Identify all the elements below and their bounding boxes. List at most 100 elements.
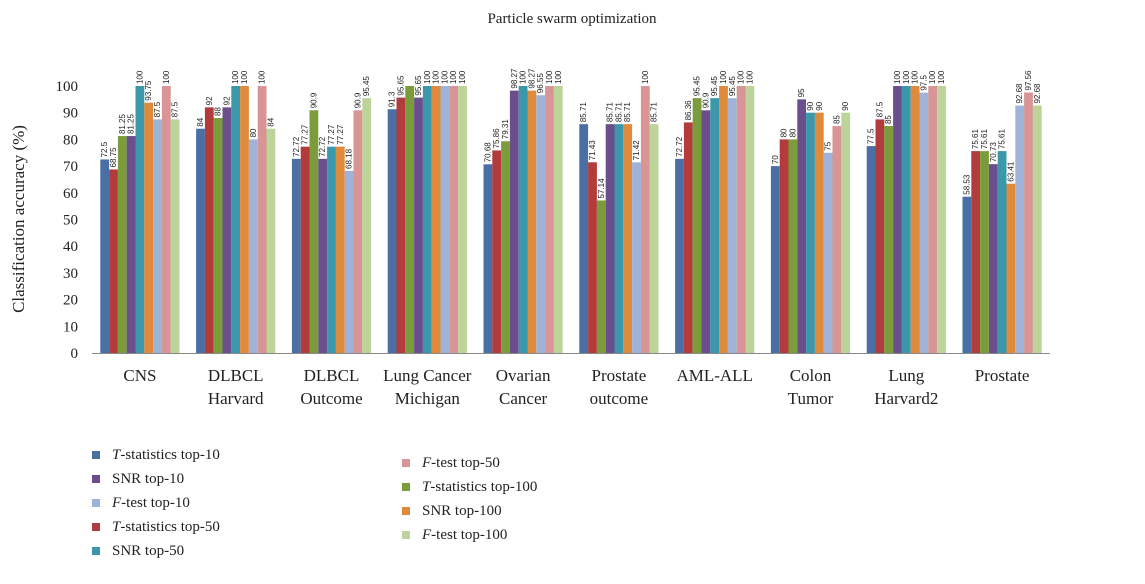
data-label: 100 bbox=[554, 70, 563, 84]
bar bbox=[204, 107, 214, 353]
bar bbox=[928, 86, 938, 353]
data-label: 95.45 bbox=[362, 76, 371, 97]
data-label: 77.27 bbox=[336, 124, 345, 145]
bar bbox=[518, 86, 528, 353]
data-label: 77.5 bbox=[867, 128, 876, 144]
bar bbox=[1032, 105, 1042, 353]
x-tick-label: Harvard2 bbox=[874, 389, 938, 408]
bar bbox=[683, 122, 693, 353]
data-label: 85.71 bbox=[606, 102, 615, 123]
y-tick-label: 10 bbox=[63, 319, 78, 335]
data-label: 81.25 bbox=[118, 113, 127, 134]
data-label: 95.65 bbox=[396, 75, 405, 96]
bar bbox=[910, 86, 920, 353]
y-tick-label: 20 bbox=[63, 293, 78, 309]
legend-item: T-statistics top-100 bbox=[402, 476, 537, 498]
bar bbox=[962, 196, 972, 353]
bar bbox=[745, 86, 755, 353]
y-tick-label: 90 bbox=[63, 106, 78, 122]
bar bbox=[1015, 105, 1025, 353]
legend-label: T-statistics top-10 bbox=[112, 446, 220, 463]
bar bbox=[605, 124, 615, 354]
bar bbox=[710, 98, 720, 354]
data-label: 87.5 bbox=[153, 101, 162, 117]
data-label: 93.75 bbox=[144, 80, 153, 101]
bar bbox=[980, 151, 989, 353]
bar bbox=[788, 139, 798, 353]
legend-swatch bbox=[92, 451, 100, 459]
x-tick-label: Tumor bbox=[788, 389, 834, 408]
data-label: 90 bbox=[841, 101, 850, 110]
data-label: 90 bbox=[815, 101, 824, 110]
data-label: 85.71 bbox=[614, 102, 623, 123]
data-label: 100 bbox=[719, 70, 728, 84]
bar bbox=[257, 86, 267, 353]
data-label: 75.86 bbox=[492, 128, 501, 149]
data-label: 75.61 bbox=[971, 129, 980, 150]
data-label: 100 bbox=[231, 70, 240, 84]
legend-item: T-statistics top-10 bbox=[92, 444, 220, 466]
data-label: 71.42 bbox=[632, 140, 641, 161]
y-tick-label: 0 bbox=[71, 346, 79, 362]
data-label: 75.61 bbox=[980, 129, 989, 150]
legend-swatch bbox=[402, 531, 410, 539]
x-tick-label: Ovarian bbox=[496, 366, 551, 385]
data-label: 100 bbox=[432, 70, 441, 84]
bar bbox=[100, 159, 110, 353]
bar bbox=[449, 86, 459, 353]
y-tick-label: 50 bbox=[63, 213, 78, 229]
bar bbox=[396, 97, 406, 353]
bar bbox=[919, 92, 929, 354]
data-label: 81.25 bbox=[127, 113, 136, 134]
data-label: 100 bbox=[135, 70, 144, 84]
bar bbox=[553, 86, 563, 353]
bar bbox=[797, 99, 807, 353]
legend-item: T-statistics top-50 bbox=[92, 516, 220, 538]
bar bbox=[832, 126, 842, 353]
legend-label: SNR top-50 bbox=[112, 542, 185, 559]
data-label: 100 bbox=[893, 70, 902, 84]
x-tick-label: outcome bbox=[590, 389, 649, 408]
data-label: 100 bbox=[902, 70, 911, 84]
data-label: 90.9 bbox=[353, 92, 362, 108]
data-label: 100 bbox=[240, 70, 249, 84]
bar bbox=[509, 90, 519, 354]
bar bbox=[701, 110, 711, 353]
legend-item: SNR top-100 bbox=[402, 500, 502, 522]
bar bbox=[632, 162, 641, 353]
legend-item: SNR top-50 bbox=[92, 540, 184, 562]
bar bbox=[736, 86, 746, 353]
data-label: 70 bbox=[771, 155, 780, 164]
data-label: 90 bbox=[806, 101, 815, 110]
bar bbox=[588, 162, 597, 353]
legend-label: T-statistics top-100 bbox=[422, 478, 538, 495]
data-label: 98.27 bbox=[510, 68, 519, 89]
bar bbox=[770, 166, 780, 353]
bar bbox=[971, 151, 981, 353]
data-label: 71.43 bbox=[588, 140, 597, 161]
bar bbox=[841, 112, 851, 353]
data-label: 87.5 bbox=[875, 101, 884, 117]
data-label: 90.9 bbox=[701, 92, 710, 108]
bar bbox=[501, 141, 510, 353]
bar bbox=[806, 112, 815, 353]
data-label: 57.14 bbox=[597, 178, 606, 199]
bar bbox=[405, 86, 415, 353]
data-label: 85 bbox=[832, 115, 841, 124]
x-tick-label: DLBCL bbox=[304, 366, 360, 385]
bar bbox=[300, 146, 310, 353]
data-label: 100 bbox=[911, 70, 920, 84]
bar bbox=[692, 98, 702, 354]
data-label: 84 bbox=[266, 117, 275, 126]
data-label: 100 bbox=[641, 70, 650, 84]
legend-label: F-test top-100 bbox=[422, 526, 508, 543]
bar bbox=[414, 97, 423, 353]
y-tick-label: 70 bbox=[63, 159, 78, 175]
x-tick-label: Harvard bbox=[208, 389, 264, 408]
bar bbox=[545, 86, 554, 353]
data-label: 80 bbox=[780, 128, 789, 137]
data-label: 77.27 bbox=[301, 124, 310, 145]
data-label: 91.3 bbox=[388, 91, 397, 107]
bar bbox=[527, 90, 537, 354]
data-label: 92.68 bbox=[1033, 83, 1042, 104]
